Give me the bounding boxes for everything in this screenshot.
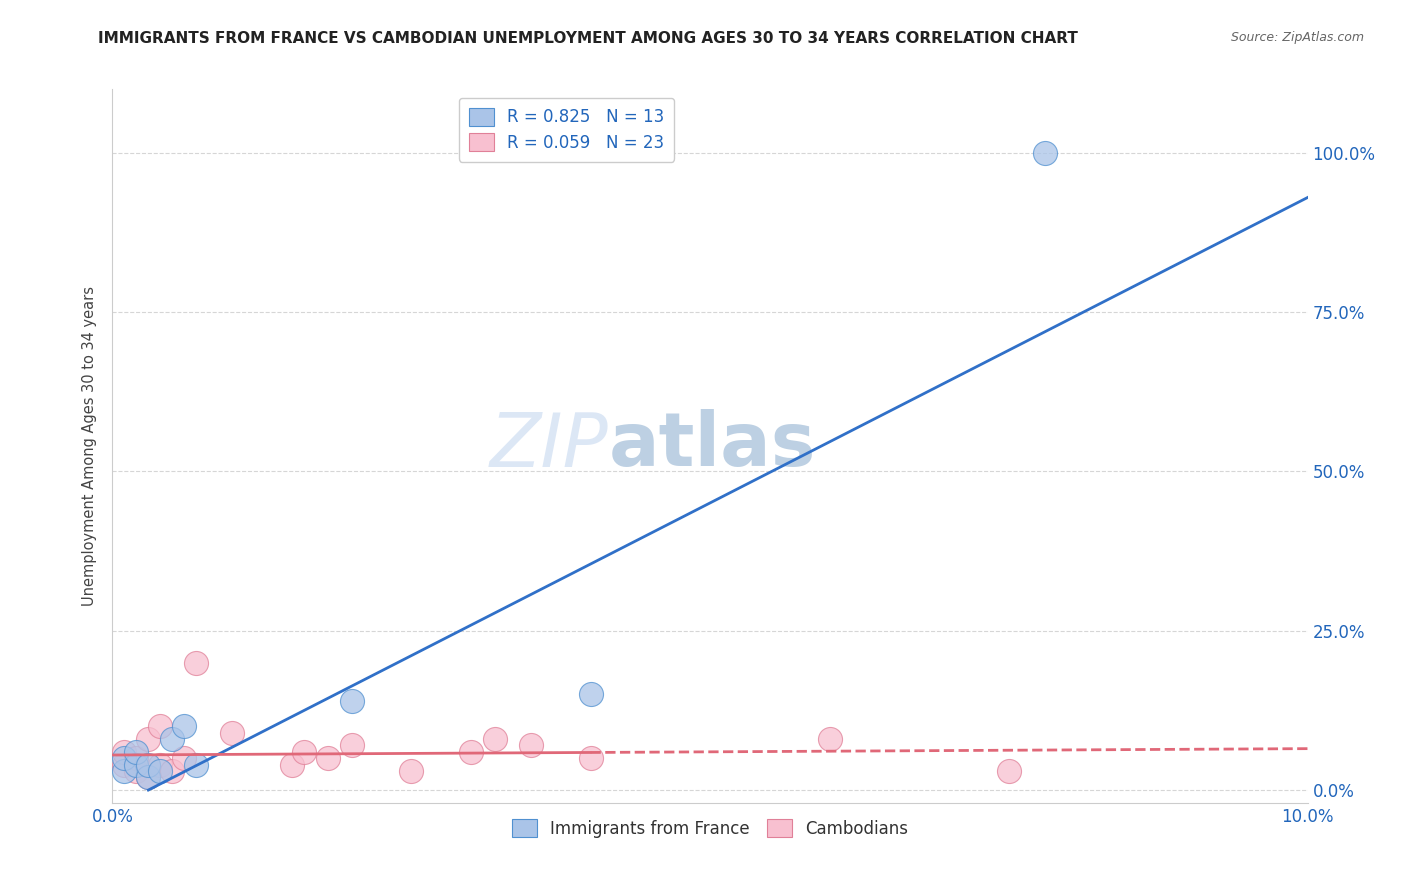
Point — [186, 656, 208, 670]
Point — [114, 757, 135, 772]
Point — [162, 732, 183, 747]
Point — [125, 751, 148, 765]
Point — [579, 688, 602, 702]
Point — [138, 770, 160, 784]
Point — [114, 751, 135, 765]
Point — [149, 764, 172, 778]
Point — [340, 739, 363, 753]
Point — [125, 745, 148, 759]
Point — [579, 751, 602, 765]
Point — [520, 739, 543, 753]
Point — [818, 732, 841, 747]
Point — [1033, 145, 1056, 160]
Point — [460, 745, 482, 759]
Point — [292, 745, 315, 759]
Point — [316, 751, 339, 765]
Point — [138, 732, 160, 747]
Point — [401, 764, 423, 778]
Point — [114, 764, 135, 778]
Point — [998, 764, 1021, 778]
Point — [173, 751, 195, 765]
Point — [125, 757, 148, 772]
Point — [281, 757, 304, 772]
Point — [149, 757, 172, 772]
Point — [484, 732, 506, 747]
Point — [186, 757, 208, 772]
Text: IMMIGRANTS FROM FRANCE VS CAMBODIAN UNEMPLOYMENT AMONG AGES 30 TO 34 YEARS CORRE: IMMIGRANTS FROM FRANCE VS CAMBODIAN UNEM… — [98, 31, 1078, 46]
Point — [340, 694, 363, 708]
Point — [125, 764, 148, 778]
Point — [162, 764, 183, 778]
Y-axis label: Unemployment Among Ages 30 to 34 years: Unemployment Among Ages 30 to 34 years — [82, 286, 97, 606]
Point — [138, 757, 160, 772]
Point — [221, 725, 243, 739]
Point — [149, 719, 172, 733]
Text: ZIP: ZIP — [489, 410, 609, 482]
Text: Source: ZipAtlas.com: Source: ZipAtlas.com — [1230, 31, 1364, 45]
Point — [114, 745, 135, 759]
Legend: Immigrants from France, Cambodians: Immigrants from France, Cambodians — [505, 813, 915, 845]
Point — [173, 719, 195, 733]
Point — [138, 770, 160, 784]
Text: atlas: atlas — [609, 409, 815, 483]
